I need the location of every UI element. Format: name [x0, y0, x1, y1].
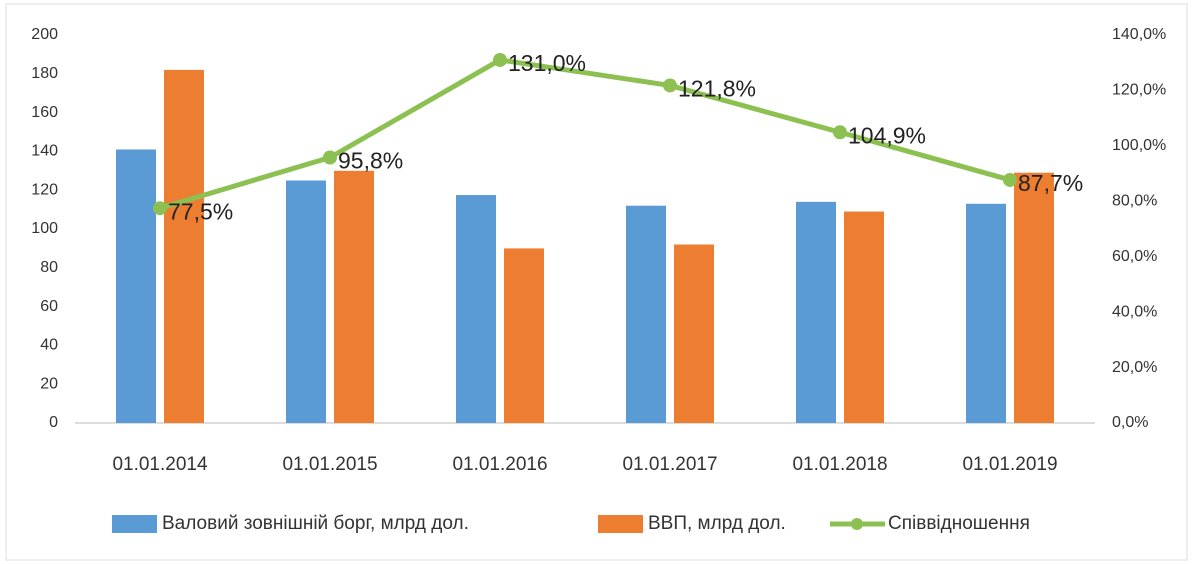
bar	[164, 69, 204, 424]
x-tick-label: 01.01.2018	[792, 454, 887, 475]
legend-swatch	[598, 515, 643, 533]
legend-label: Валовий зовнішній борг, млрд дол.	[162, 513, 469, 534]
bar	[844, 211, 884, 423]
y2-tick-label: 0,0%	[1112, 414, 1148, 431]
bar	[286, 180, 326, 423]
line-marker	[663, 78, 677, 93]
data-label: 77,5%	[168, 198, 233, 224]
bar	[334, 170, 374, 423]
y-tick-label: 120	[31, 181, 58, 198]
data-label: 87,7%	[1018, 170, 1083, 196]
legend-swatch	[112, 515, 157, 533]
bar	[966, 203, 1006, 423]
y-tick-label: 80	[40, 259, 58, 276]
legend-swatch	[851, 518, 863, 530]
y-tick-label: 140	[31, 143, 58, 160]
y-tick-label: 0	[49, 414, 58, 431]
data-label: 95,8%	[338, 148, 403, 174]
y-tick-label: 180	[31, 65, 58, 82]
bar	[456, 195, 496, 423]
bar	[504, 248, 544, 423]
bar	[626, 205, 666, 423]
bar	[796, 201, 836, 423]
y2-tick-label: 60,0%	[1112, 248, 1157, 265]
y-tick-label: 60	[40, 298, 58, 315]
data-label: 131,0%	[508, 50, 586, 76]
y2-tick-label: 40,0%	[1112, 303, 1157, 320]
y-tick-label: 20	[40, 375, 58, 392]
line-marker	[153, 201, 167, 216]
data-label: 121,8%	[678, 76, 756, 102]
x-tick-label: 01.01.2017	[622, 454, 717, 475]
legend-label: ВВП, млрд дол.	[648, 513, 786, 534]
bar	[674, 244, 714, 423]
line-marker	[1003, 172, 1017, 187]
x-tick-label: 01.01.2019	[962, 454, 1057, 475]
line-marker	[493, 52, 507, 67]
data-label: 104,9%	[848, 122, 926, 148]
line-marker	[323, 150, 337, 165]
y-tick-label: 200	[31, 26, 58, 43]
y2-tick-label: 140,0%	[1112, 26, 1166, 43]
y2-tick-label: 80,0%	[1112, 193, 1157, 210]
line-marker	[833, 125, 847, 140]
bar	[1014, 172, 1054, 423]
x-tick-label: 01.01.2014	[112, 454, 208, 475]
y-tick-label: 40	[40, 337, 58, 354]
bar	[116, 149, 156, 423]
y2-tick-label: 120,0%	[1112, 82, 1166, 99]
y2-tick-label: 20,0%	[1112, 359, 1157, 376]
x-tick-label: 01.01.2015	[282, 454, 377, 475]
x-tick-label: 01.01.2016	[452, 454, 547, 475]
y2-tick-label: 100,0%	[1112, 137, 1166, 154]
legend-label: Співвідношення	[888, 513, 1030, 534]
y-tick-label: 100	[31, 220, 58, 237]
y-tick-label: 160	[31, 104, 58, 121]
line-series	[159, 57, 1011, 211]
